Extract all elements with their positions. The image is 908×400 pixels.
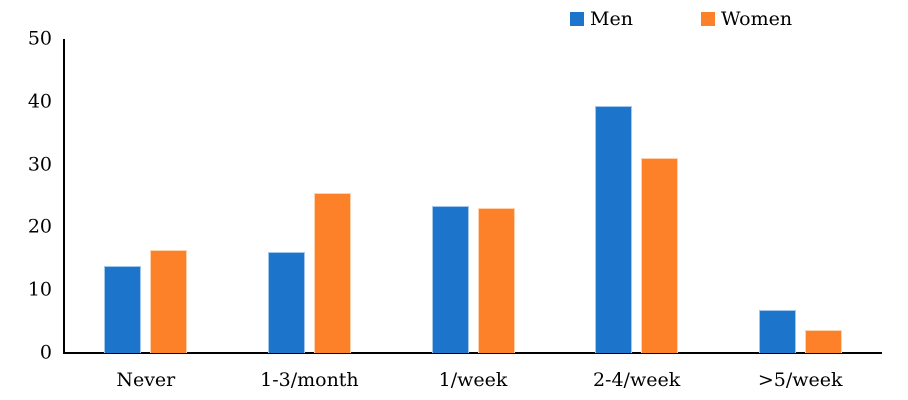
legend-label-men: Men <box>590 8 633 30</box>
y-tick-label-30: 30 <box>27 153 52 176</box>
x-category-label-1: 1-3/month <box>260 369 359 391</box>
bar-men-1/week <box>431 206 469 353</box>
x-category-label-4: >5/week <box>757 369 843 391</box>
bar-men-1-3/month <box>267 251 305 353</box>
legend-swatch-women-icon <box>700 12 715 26</box>
bar-women-1/week <box>477 207 515 353</box>
y-tick-label-40: 40 <box>27 90 52 113</box>
legend-swatch-men-icon <box>570 12 584 26</box>
bar-men-never <box>104 265 142 353</box>
y-tick-label-0: 0 <box>39 341 52 364</box>
bar-women-1-3/month <box>313 192 351 353</box>
x-category-label-3: 2-4/week <box>592 369 681 391</box>
bar-men-2-4/week <box>595 106 633 353</box>
y-tick-label-20: 20 <box>27 215 52 238</box>
x-axis-line <box>63 352 882 354</box>
bar-women-2-4/week <box>641 158 679 353</box>
bar-women-never <box>150 250 188 353</box>
bar-women->5/week <box>804 330 842 353</box>
bar-men->5/week <box>758 310 796 353</box>
chart-legend: Men Women <box>570 8 792 30</box>
legend-item-men: Men <box>570 8 633 30</box>
legend-item-women: Women <box>700 8 793 30</box>
legend-label-women: Women <box>720 8 793 30</box>
y-tick-label-50: 50 <box>27 27 52 50</box>
y-axis-line <box>63 39 65 354</box>
x-category-label-2: 1/week <box>438 369 508 391</box>
y-tick-label-10: 10 <box>27 278 52 301</box>
x-category-label-0: Never <box>116 369 176 391</box>
